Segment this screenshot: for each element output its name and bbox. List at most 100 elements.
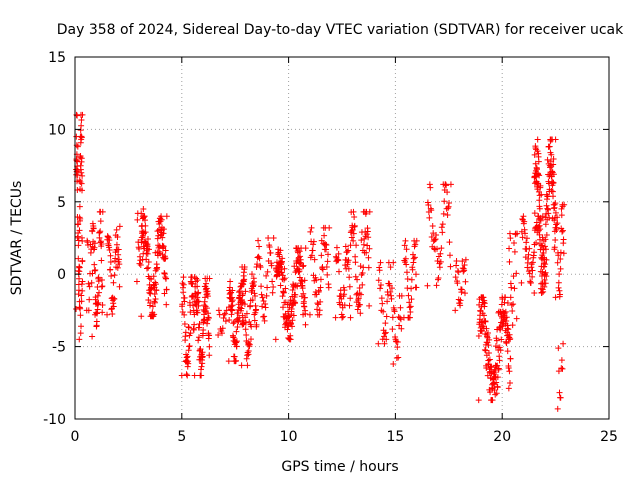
data-point	[409, 266, 416, 273]
data-point	[110, 303, 117, 310]
data-point	[383, 313, 390, 320]
data-point	[345, 247, 352, 254]
data-point	[538, 191, 545, 198]
data-point	[77, 312, 84, 319]
data-point	[406, 299, 413, 306]
data-point	[233, 328, 240, 335]
data-point	[319, 266, 326, 273]
data-point	[242, 314, 249, 321]
data-point	[491, 387, 498, 394]
data-point	[535, 171, 542, 178]
data-point	[541, 283, 548, 290]
data-point	[233, 338, 240, 345]
data-point	[361, 235, 368, 242]
data-point	[78, 169, 85, 176]
data-point	[325, 251, 332, 258]
data-point	[257, 264, 264, 271]
data-point	[78, 180, 85, 187]
data-point	[184, 359, 191, 366]
data-point	[226, 317, 233, 324]
data-point	[148, 276, 155, 283]
data-point	[552, 237, 559, 244]
data-point	[551, 244, 558, 251]
data-point	[99, 302, 106, 309]
data-point	[485, 342, 492, 349]
data-point	[318, 252, 325, 259]
data-point	[191, 372, 198, 379]
data-point	[543, 202, 550, 209]
data-point	[159, 234, 166, 241]
data-point	[427, 184, 434, 191]
data-point	[557, 249, 564, 256]
data-point	[79, 278, 86, 285]
data-point	[104, 233, 111, 240]
data-point	[533, 239, 540, 246]
data-point	[76, 203, 83, 210]
data-point	[93, 309, 100, 316]
data-point	[391, 308, 398, 315]
data-point	[238, 362, 245, 369]
data-point	[289, 287, 296, 294]
data-point	[439, 221, 446, 228]
data-point	[475, 332, 482, 339]
data-point	[366, 245, 373, 252]
data-point	[357, 291, 364, 298]
data-point	[195, 337, 202, 344]
data-point	[520, 213, 527, 220]
data-point	[521, 230, 528, 237]
data-point	[289, 317, 296, 324]
data-point	[429, 222, 436, 229]
data-point	[354, 306, 361, 313]
data-point	[200, 326, 207, 333]
data-point	[550, 171, 557, 178]
data-point	[138, 313, 145, 320]
data-point	[461, 262, 468, 269]
data-point	[390, 360, 397, 367]
data-point	[513, 270, 520, 277]
data-point	[525, 251, 532, 258]
data-point	[554, 259, 561, 266]
data-point	[542, 280, 549, 287]
data-point	[335, 250, 342, 257]
data-point	[552, 136, 559, 143]
data-point	[560, 236, 567, 243]
data-point	[281, 276, 288, 283]
data-point	[458, 286, 465, 293]
data-point	[365, 254, 372, 261]
data-point	[446, 239, 453, 246]
data-point	[77, 215, 84, 222]
data-point	[366, 302, 373, 309]
data-point	[323, 263, 330, 270]
data-point	[383, 336, 390, 343]
data-point	[78, 323, 85, 330]
data-point	[109, 310, 116, 317]
data-point	[184, 372, 191, 379]
data-point	[531, 249, 538, 256]
data-point	[377, 285, 384, 292]
data-point	[262, 304, 269, 311]
data-point	[152, 281, 159, 288]
data-point	[498, 336, 505, 343]
data-point	[222, 318, 229, 325]
data-point	[150, 273, 157, 280]
data-point	[241, 276, 248, 283]
data-point	[241, 263, 248, 270]
data-point	[203, 305, 210, 312]
data-point	[269, 289, 276, 296]
data-point	[324, 258, 331, 265]
data-point	[346, 274, 353, 281]
data-point	[379, 300, 386, 307]
data-point	[395, 354, 402, 361]
data-point	[242, 288, 249, 295]
data-point	[377, 259, 384, 266]
data-point	[346, 283, 353, 290]
data-point	[179, 309, 186, 316]
data-point	[509, 308, 516, 315]
data-point	[106, 244, 113, 251]
data-point	[115, 246, 122, 253]
data-point	[560, 250, 567, 257]
data-point	[244, 362, 251, 369]
data-point	[98, 283, 105, 290]
data-point	[541, 243, 548, 250]
